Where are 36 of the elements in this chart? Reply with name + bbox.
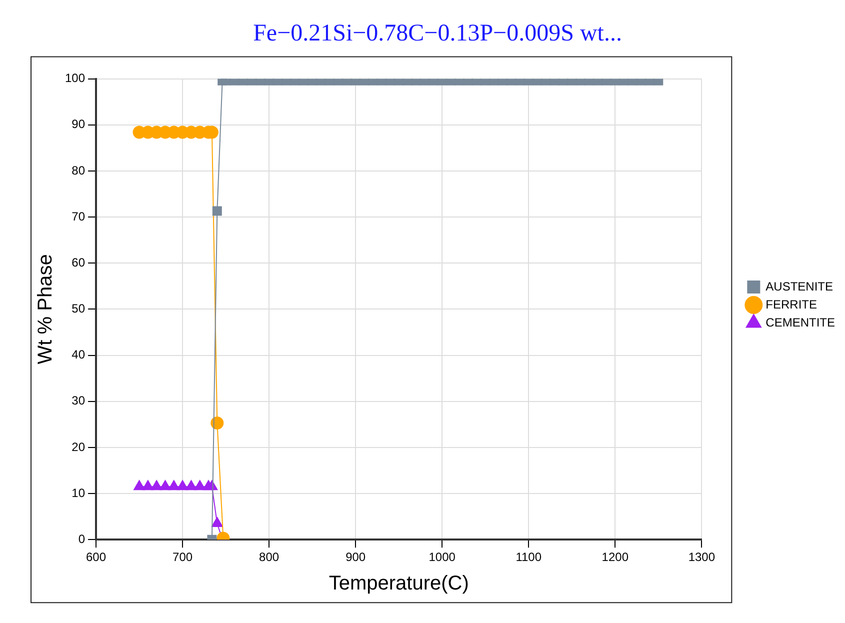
point xyxy=(134,480,145,490)
x-tick-label: 1200 xyxy=(602,550,629,564)
y-axis-title: Wt % Phase xyxy=(34,254,57,364)
point xyxy=(168,480,180,490)
point xyxy=(194,480,206,490)
y-tick-label: 60 xyxy=(72,255,86,270)
legend-label: CEMENTITE xyxy=(766,315,836,330)
x-tick-label: 600 xyxy=(86,550,106,564)
x-tick-label: 700 xyxy=(172,550,193,564)
legend-label: AUSTENITE xyxy=(766,279,834,294)
legend-label: FERRITE xyxy=(766,297,818,312)
point xyxy=(150,480,162,490)
y-tick-label: 90 xyxy=(72,117,86,132)
point xyxy=(176,480,188,490)
x-axis-title: Temperature(C) xyxy=(328,572,469,595)
x-tick-label: 1100 xyxy=(516,550,542,564)
y-tick-label: 70 xyxy=(72,209,86,224)
point xyxy=(210,416,224,430)
x-tick-label: 800 xyxy=(259,550,280,564)
y-tick-label: 30 xyxy=(72,394,86,408)
point xyxy=(160,480,171,490)
y-tick-label: 20 xyxy=(72,440,86,454)
y-tick-label: 80 xyxy=(72,163,86,178)
chart-title: Fe−0.21Si−0.78C−0.13P−0.009S wt... xyxy=(253,20,622,47)
y-tick-label: 100 xyxy=(64,71,86,86)
point xyxy=(186,480,197,490)
y-tick-label: 40 xyxy=(72,348,86,362)
y-tick-label: 10 xyxy=(72,486,86,500)
x-tick-label: 1300 xyxy=(688,550,716,564)
y-tick-label: 0 xyxy=(78,532,86,546)
point xyxy=(211,516,223,527)
x-tick-label: 1000 xyxy=(428,550,456,564)
point xyxy=(142,480,154,490)
point xyxy=(212,206,222,216)
x-tick-label: 900 xyxy=(346,550,366,564)
y-tick-label: 50 xyxy=(72,302,86,316)
